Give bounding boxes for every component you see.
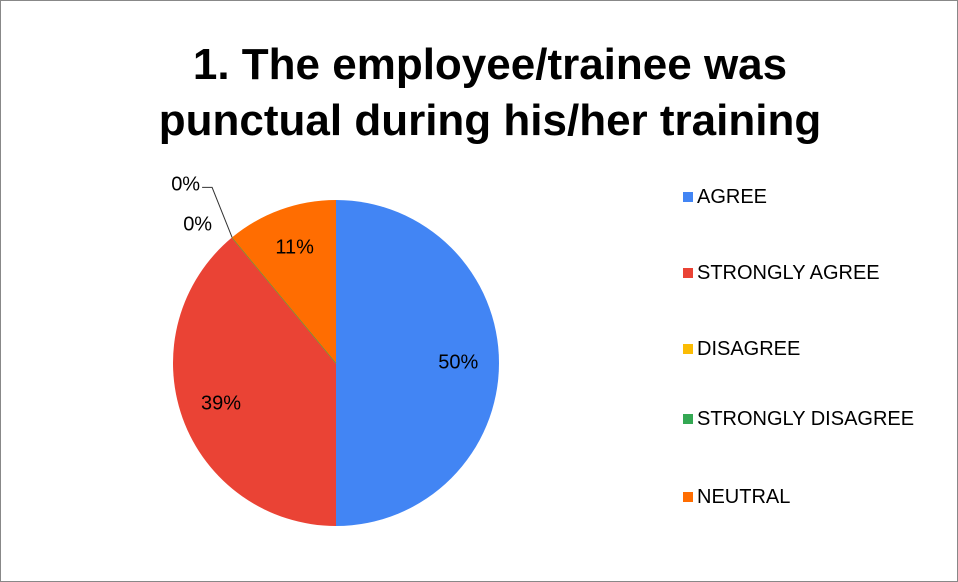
pie-slice (173, 237, 336, 526)
pie-slice (232, 200, 336, 363)
legend-swatch (683, 414, 693, 424)
legend-item: STRONGLY AGREE (677, 259, 947, 287)
legend-swatch (683, 268, 693, 278)
legend-label: NEUTRAL (697, 486, 791, 508)
data-label: 0% (171, 174, 200, 196)
data-label: 11% (275, 236, 314, 258)
data-label: 0% (183, 214, 212, 236)
legend-label: STRONGLY AGREE (697, 262, 880, 284)
legend-swatch (683, 492, 693, 502)
legend-label: STRONGLY DISAGREE (697, 408, 915, 430)
leader-line (202, 186, 233, 238)
legend-swatch (683, 192, 693, 202)
data-label: 50% (438, 351, 478, 373)
legend-swatch (683, 344, 693, 354)
legend-item: NEUTRAL (677, 483, 947, 511)
legend-item: DISAGREE (677, 335, 947, 363)
chart-title: 1. The employee/trainee was punctual dur… (158, 40, 822, 145)
legend-label: DISAGREE (697, 338, 801, 360)
legend-item: AGREE (677, 183, 947, 211)
legend-item: STRONGLY DISAGREE (677, 405, 947, 433)
pie-slice (336, 200, 499, 526)
legend-label: AGREE (697, 186, 768, 208)
data-label: 39% (201, 393, 241, 415)
